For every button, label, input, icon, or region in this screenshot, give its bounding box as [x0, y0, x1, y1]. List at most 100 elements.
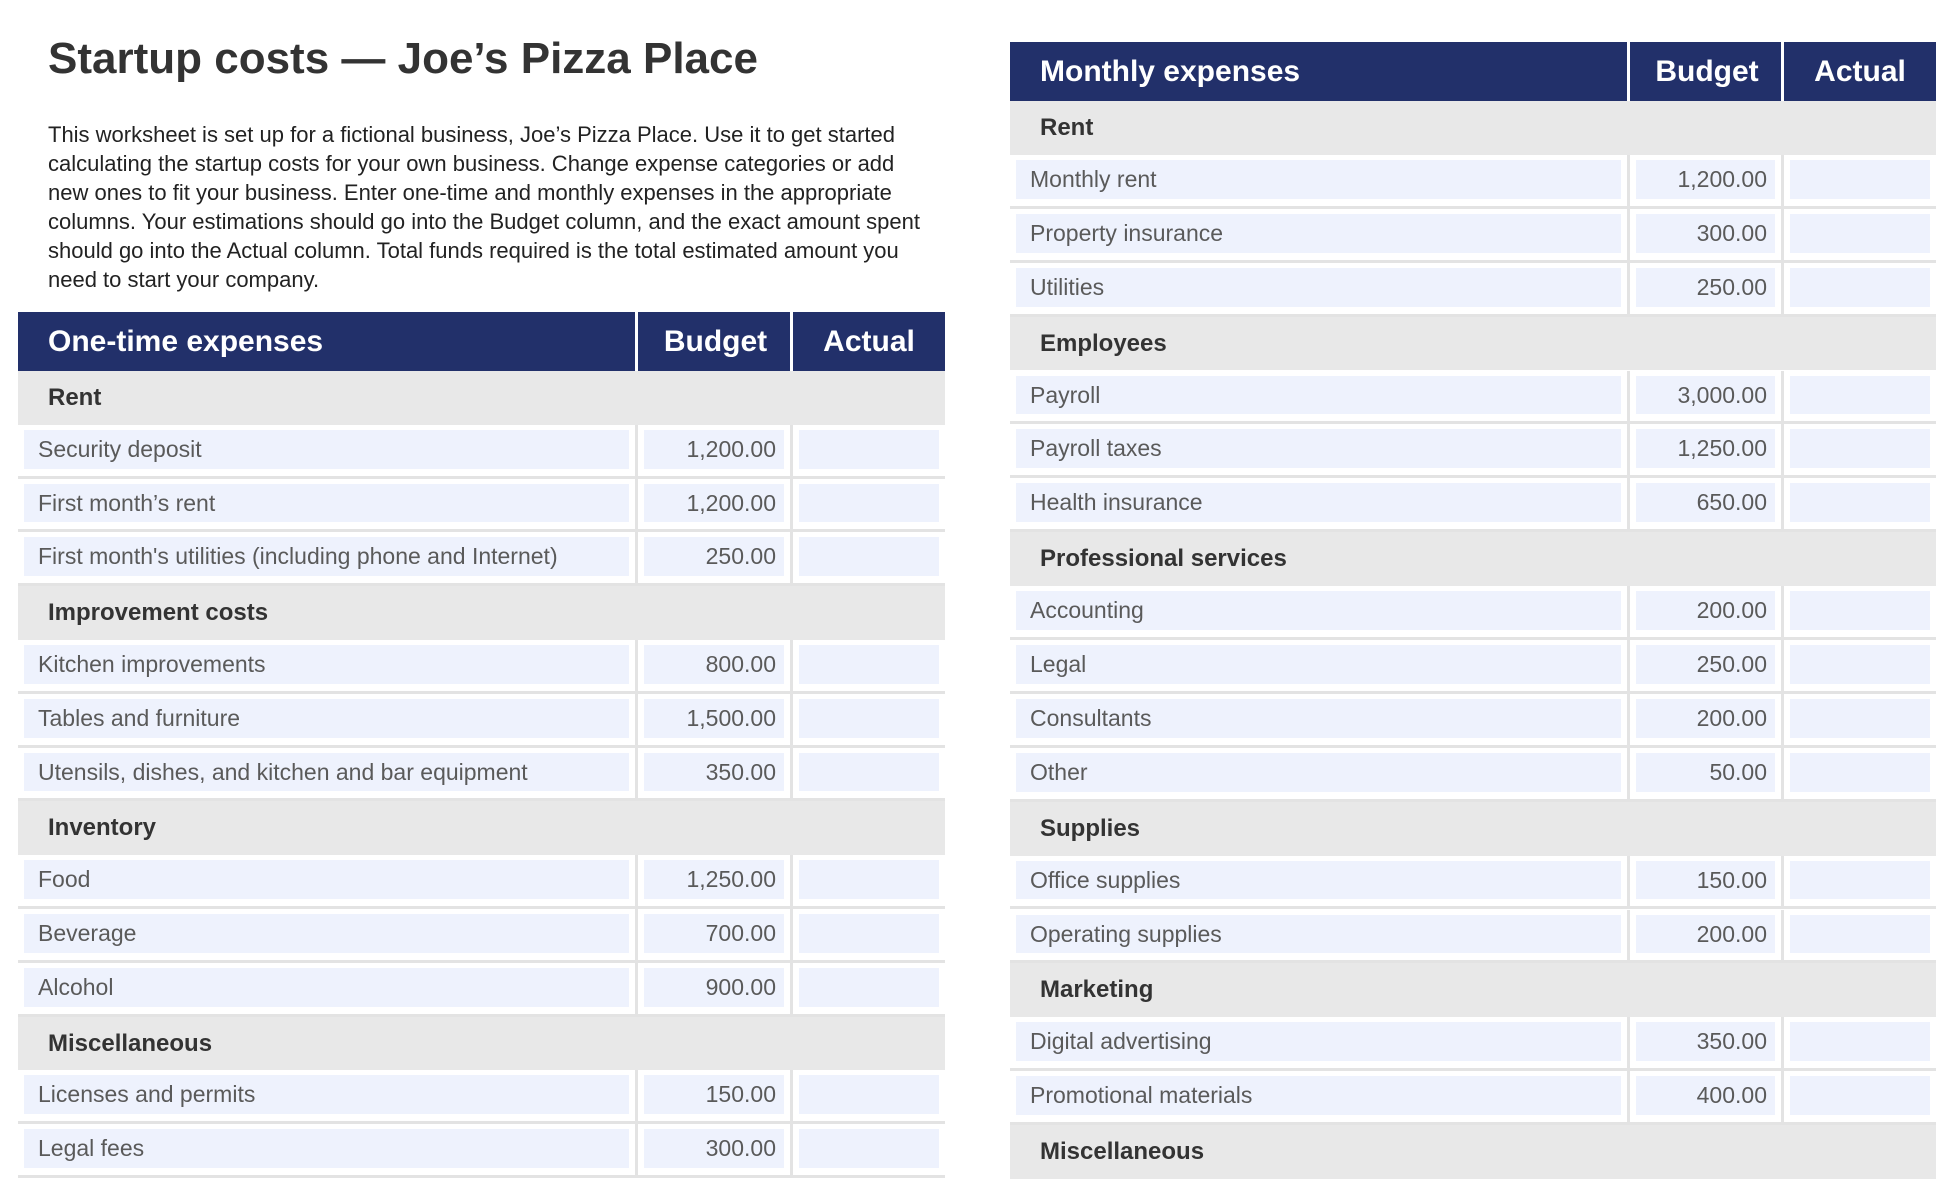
budget-value: 200.00 [1636, 698, 1775, 738]
cell: Utilities [1010, 262, 1627, 314]
section-header: Miscellaneous [1010, 1125, 1936, 1179]
budget-value: 1,200.00 [644, 483, 784, 523]
cell [793, 424, 945, 476]
expense-row: Security deposit 1,200.00 [18, 424, 945, 479]
cell: Alcohol [18, 962, 635, 1014]
item-name: Legal fees [24, 1129, 629, 1168]
budget-value: 700.00 [644, 914, 784, 953]
cell [1784, 370, 1936, 422]
expense-row: Accounting 200.00 [1010, 586, 1936, 640]
cell [793, 693, 945, 745]
cell: 300.00 [638, 1124, 790, 1175]
expense-row: Legal 250.00 [1010, 640, 1936, 694]
cell: Property insurance [1010, 208, 1627, 260]
actual-input [1790, 1022, 1930, 1062]
actual-input [799, 967, 939, 1007]
cell [1784, 693, 1936, 745]
cell: 900.00 [638, 962, 790, 1014]
cell: 250.00 [638, 532, 790, 584]
actual-input [799, 860, 939, 899]
cell: Accounting [1010, 586, 1627, 637]
expense-row: First month’s rent 1,200.00 [18, 478, 945, 533]
actual-input [1790, 267, 1930, 307]
expense-row: Kitchen improvements 800.00 [18, 640, 945, 694]
cell [793, 855, 945, 906]
item-name: Alcohol [24, 967, 629, 1007]
budget-value: 1,250.00 [644, 860, 784, 899]
expense-row: Alcohol 900.00 [18, 962, 945, 1017]
expense-row: Office supplies 150.00 [1010, 855, 1936, 910]
section-header: Supplies [1010, 801, 1936, 856]
item-name: Office supplies [1016, 860, 1621, 900]
cell: 1,200.00 [638, 424, 790, 476]
actual-input [1790, 429, 1930, 469]
expense-row: Monthly rent 1,200.00 [1010, 154, 1936, 209]
item-name: Licenses and permits [24, 1075, 629, 1115]
column-divider [1781, 42, 1784, 101]
cell: First month’s rent [18, 478, 635, 530]
section-header: Inventory [18, 801, 945, 856]
cell: 3,000.00 [1630, 370, 1781, 422]
actual-input [1790, 645, 1930, 684]
section-header: Professional services [1010, 532, 1936, 587]
cell: 200.00 [1630, 586, 1781, 637]
item-name: Beverage [24, 914, 629, 953]
actual-input [1790, 375, 1930, 415]
header-cell: One-time expenses [48, 325, 324, 358]
budget-value: 1,250.00 [1636, 429, 1775, 469]
cell: 800.00 [638, 640, 790, 691]
description: This worksheet is set up for a fictional… [48, 122, 920, 292]
actual-input [799, 483, 939, 523]
budget-value: 350.00 [1636, 1022, 1775, 1062]
cell: Health insurance [1010, 478, 1627, 530]
cell: Licenses and permits [18, 1070, 635, 1122]
expense-row: Licenses and permits 150.00 [18, 1070, 945, 1125]
cell: 150.00 [638, 1070, 790, 1122]
item-name: Payroll [1016, 375, 1621, 415]
item-name: Utilities [1016, 267, 1621, 307]
cell: 1,200.00 [638, 478, 790, 530]
actual-input [1790, 1076, 1930, 1116]
cell [793, 1070, 945, 1122]
expense-row: Consultants 200.00 [1010, 693, 1936, 748]
expense-row: Other 50.00 [1010, 747, 1936, 802]
actual-input [1790, 698, 1930, 738]
budget-value: 400.00 [1636, 1076, 1775, 1116]
cell: 400.00 [1630, 1071, 1781, 1123]
cell [1784, 1071, 1936, 1123]
budget-value: 1,200.00 [1636, 159, 1775, 199]
cell: 250.00 [1630, 640, 1781, 691]
cell: 200.00 [1630, 909, 1781, 961]
expense-row: Health insurance 650.00 [1010, 478, 1936, 533]
item-name: Health insurance [1016, 483, 1621, 523]
budget-value: 800.00 [644, 645, 784, 684]
budget-value: 3,000.00 [1636, 375, 1775, 415]
column-divider [1627, 42, 1630, 101]
budget-value: 200.00 [1636, 914, 1775, 954]
item-name: Kitchen improvements [24, 645, 629, 684]
cell [793, 747, 945, 799]
title: Startup costs — Joe’s Pizza Place [48, 34, 758, 83]
expense-row: Payroll 3,000.00 [1010, 370, 1936, 425]
cell: Food [18, 855, 635, 906]
cell: 350.00 [1630, 1017, 1781, 1069]
expense-row: Legal fees 300.00 [18, 1124, 945, 1178]
expense-row: Promotional materials 400.00 [1010, 1071, 1936, 1126]
cell: Office supplies [1010, 855, 1627, 907]
actual-input [1790, 591, 1930, 630]
budget-value: 50.00 [1636, 752, 1775, 792]
cell [1784, 640, 1936, 691]
cell [1784, 747, 1936, 799]
cell: Legal [1010, 640, 1627, 691]
actual-input [1790, 483, 1930, 523]
cell: Payroll taxes [1010, 424, 1627, 476]
budget-value: 1,200.00 [644, 429, 784, 469]
actual-input [1790, 159, 1930, 199]
item-name: Food [24, 860, 629, 899]
cell: 1,200.00 [1630, 154, 1781, 206]
cell: Kitchen improvements [18, 640, 635, 691]
cell [793, 909, 945, 960]
cell [1784, 208, 1936, 260]
expense-row: Food 1,250.00 [18, 855, 945, 909]
expense-row: Utensils, dishes, and kitchen and bar eq… [18, 747, 945, 802]
